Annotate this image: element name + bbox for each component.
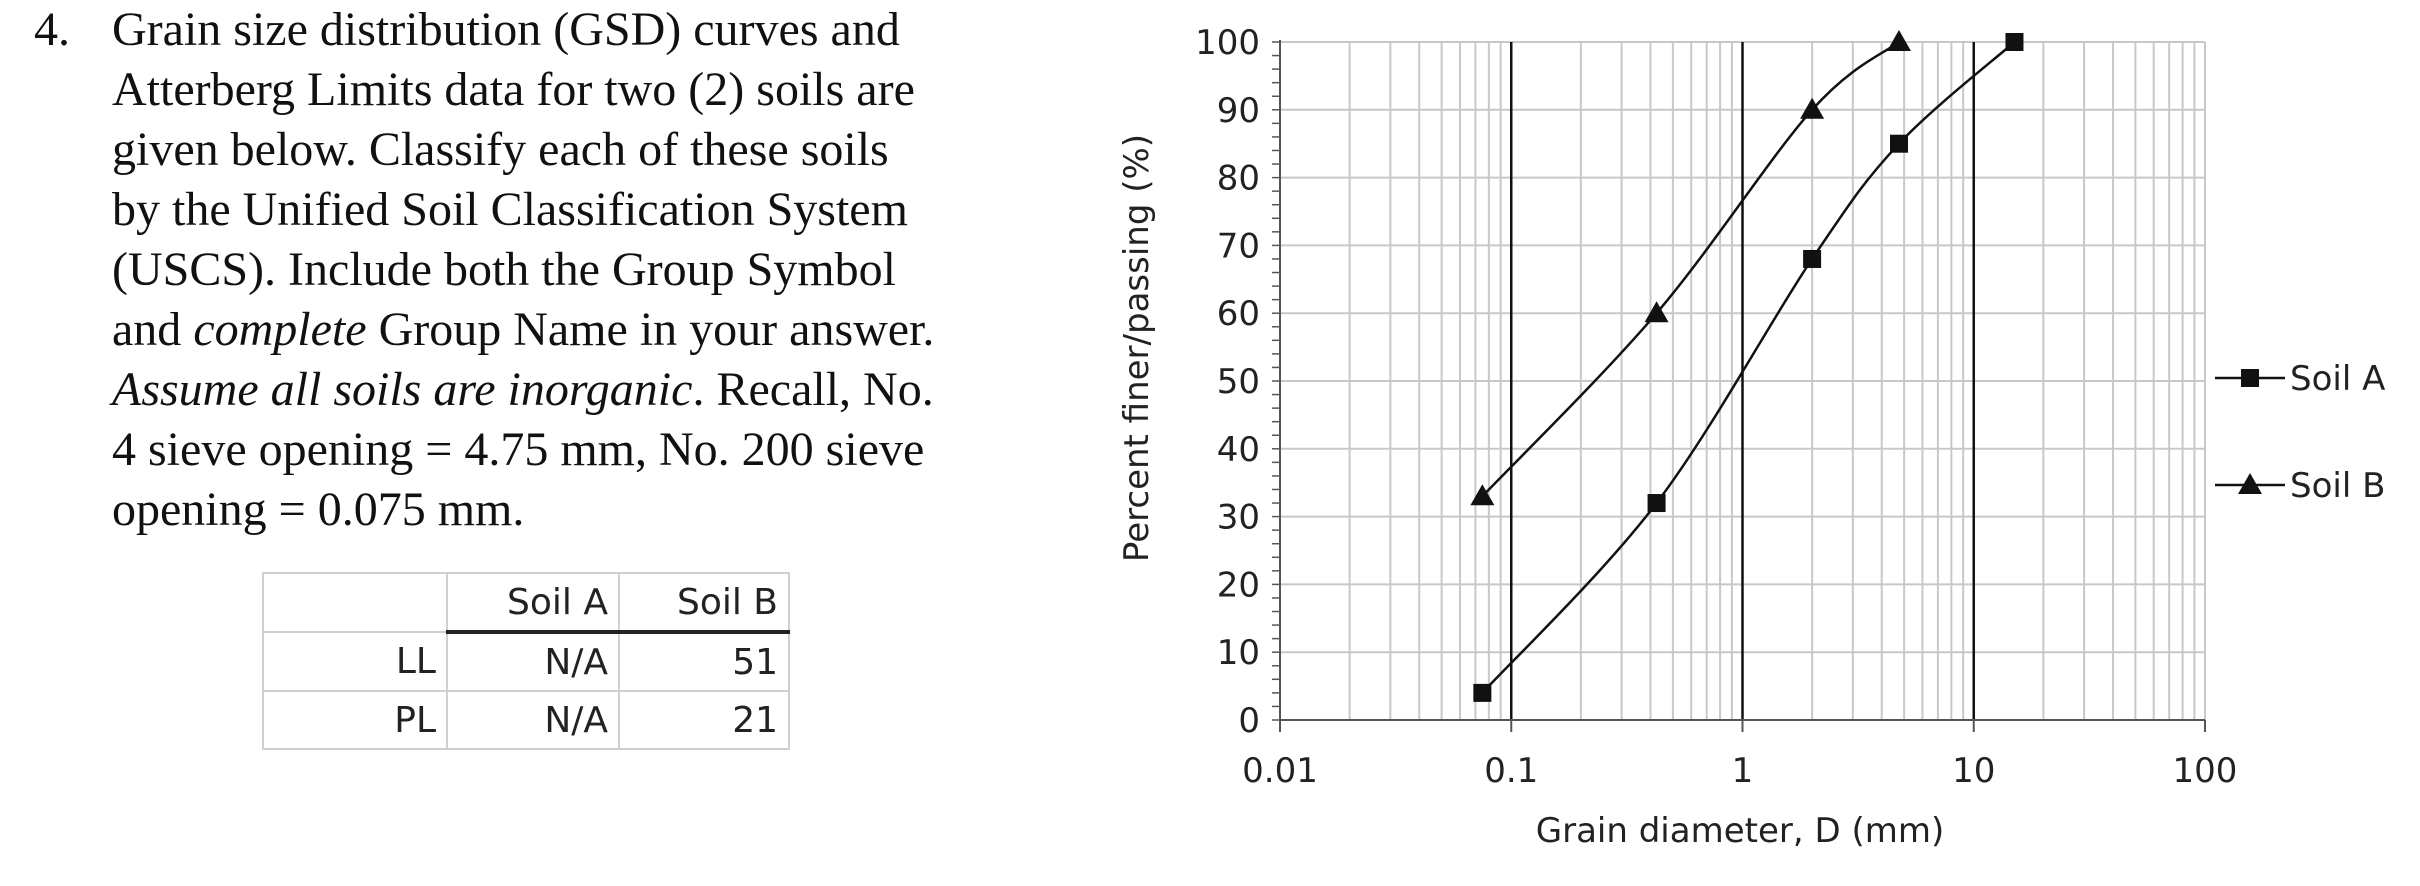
problem-text-italic: complete xyxy=(193,303,367,356)
data-point xyxy=(1647,494,1666,513)
data-point xyxy=(2005,33,2024,51)
x-tick-label: 100 xyxy=(2173,751,2238,791)
atterberg-limits-table: Soil A Soil B LL N/A 51 PL N/A 21 xyxy=(262,572,790,750)
data-point xyxy=(1889,134,1908,153)
problem-line: (USCS). Include both the Group Symbol xyxy=(112,240,896,300)
problem-line: Assume all soils are inorganic. Recall, … xyxy=(112,360,934,420)
y-tick-label: 40 xyxy=(1217,430,1260,470)
problem-line: given below. Classify each of these soil… xyxy=(112,120,889,180)
chart-legend: Soil A Soil B xyxy=(2215,359,2385,506)
y-tick-label: 30 xyxy=(1217,498,1260,538)
data-point xyxy=(1886,30,1911,51)
x-axis-label: Grain diameter, D (mm) xyxy=(1536,811,1944,851)
y-tick-label: 70 xyxy=(1217,226,1260,266)
problem-line: 4 sieve opening = 4.75 mm, No. 200 sieve xyxy=(112,420,924,480)
square-marker-icon xyxy=(2241,369,2259,387)
chart-gridlines xyxy=(1279,41,2206,721)
x-tick-label: 1 xyxy=(1732,751,1754,791)
table-row-label: LL xyxy=(262,631,448,692)
table-cell: N/A xyxy=(446,690,620,750)
problem-text-segment: (USCS). Include both the Group Symbol xyxy=(112,243,896,296)
x-tick-label: 10 xyxy=(1952,751,1995,791)
table-cell: 51 xyxy=(618,631,790,692)
data-point xyxy=(1800,97,1825,119)
problem-text-segment: and xyxy=(112,303,194,356)
table-header-corner xyxy=(262,572,448,633)
problem-text-segment: 4 sieve opening = 4.75 mm, No. 200 sieve xyxy=(112,423,925,476)
table-header-soil-b: Soil B xyxy=(618,572,790,634)
x-tick-label: 0.1 xyxy=(1484,751,1538,791)
table-header-row: Soil A Soil B xyxy=(262,572,790,634)
problem-text-segment: . Recall, No. xyxy=(692,363,934,416)
chart-axes: 0.01 0.1 1 10 100 0 10 20 30 40 50 60 70 80 90 100 xyxy=(1195,23,2237,791)
y-tick-label: 50 xyxy=(1217,362,1260,402)
problem-text-segment: by the Unified Soil Classification Syste… xyxy=(112,183,908,236)
problem-text-segment: Atterberg Limits data for two (2) soils … xyxy=(112,63,915,116)
table-cell: 21 xyxy=(618,690,790,750)
table-header-soil-a: Soil A xyxy=(446,572,620,634)
problem-text-segment: opening = 0.075 mm. xyxy=(112,483,525,536)
data-point xyxy=(1473,683,1492,702)
problem-line: Grain size distribution (GSD) curves and xyxy=(112,0,900,60)
problem-text-segment: Group Name in your answer. xyxy=(366,303,935,356)
y-tick-label: 100 xyxy=(1195,23,1260,63)
problem-line: and complete Group Name in your answer. xyxy=(112,300,934,360)
x-tick-label: 0.01 xyxy=(1242,751,1318,791)
y-tick-label: 0 xyxy=(1238,701,1260,741)
data-point xyxy=(1644,301,1669,323)
problem-text-segment: Grain size distribution (GSD) curves and xyxy=(112,3,900,56)
table-cell: N/A xyxy=(446,631,620,692)
y-tick-label: 90 xyxy=(1217,91,1260,131)
data-point xyxy=(1803,249,1822,268)
chart-series xyxy=(1470,30,2024,702)
legend-label: Soil B xyxy=(2290,466,2385,506)
data-point xyxy=(1470,484,1495,506)
problem-text-segment: given below. Classify each of these soil… xyxy=(112,123,889,176)
problem-line: by the Unified Soil Classification Syste… xyxy=(112,180,908,240)
problem-line: opening = 0.075 mm. xyxy=(112,480,524,540)
table-row-pl: PL N/A 21 xyxy=(262,690,790,750)
y-tick-label: 10 xyxy=(1217,633,1260,673)
series-line-soil-b xyxy=(1481,41,1900,498)
series-line-soil-a xyxy=(1481,41,2016,694)
table-row-label: PL xyxy=(262,690,448,750)
triangle-marker-icon xyxy=(2238,473,2262,494)
y-tick-label: 20 xyxy=(1217,565,1260,605)
y-tick-label: 80 xyxy=(1217,159,1260,199)
grain-size-distribution-chart: 0.01 0.1 1 10 100 0 10 20 30 40 50 60 70 80 90 100 Soil… xyxy=(1117,23,2385,851)
legend-label: Soil A xyxy=(2290,359,2385,399)
problem-number: 4. xyxy=(34,3,70,56)
y-tick-label: 60 xyxy=(1217,294,1260,334)
problem-text-italic: Assume all soils are inorganic xyxy=(112,363,693,416)
problem-line: Atterberg Limits data for two (2) soils … xyxy=(112,60,915,120)
table-row-ll: LL N/A 51 xyxy=(262,631,790,692)
y-axis-label: Percent finer/passing (%) xyxy=(1117,134,1157,562)
